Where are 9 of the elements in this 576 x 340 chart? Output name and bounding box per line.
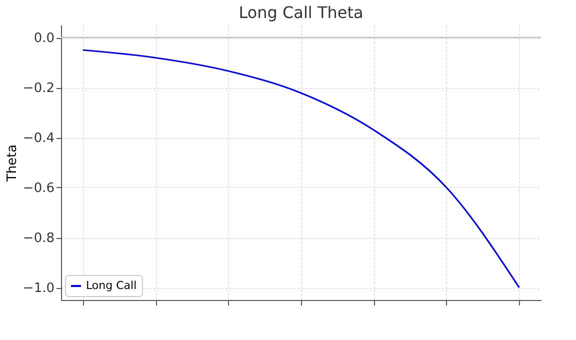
y-tick-label: −1.0 — [22, 281, 54, 296]
y-tick-label: −0.8 — [22, 231, 54, 246]
chart-title: Long Call Theta — [238, 3, 364, 22]
legend-label: Long Call — [86, 279, 137, 292]
y-tick-label: −0.4 — [22, 131, 54, 146]
y-tick-label: −0.2 — [22, 81, 54, 96]
y-tick-label: 0.0 — [34, 31, 54, 46]
y-tick-label: −0.6 — [22, 181, 54, 196]
y-axis-title: Theta — [4, 144, 20, 183]
